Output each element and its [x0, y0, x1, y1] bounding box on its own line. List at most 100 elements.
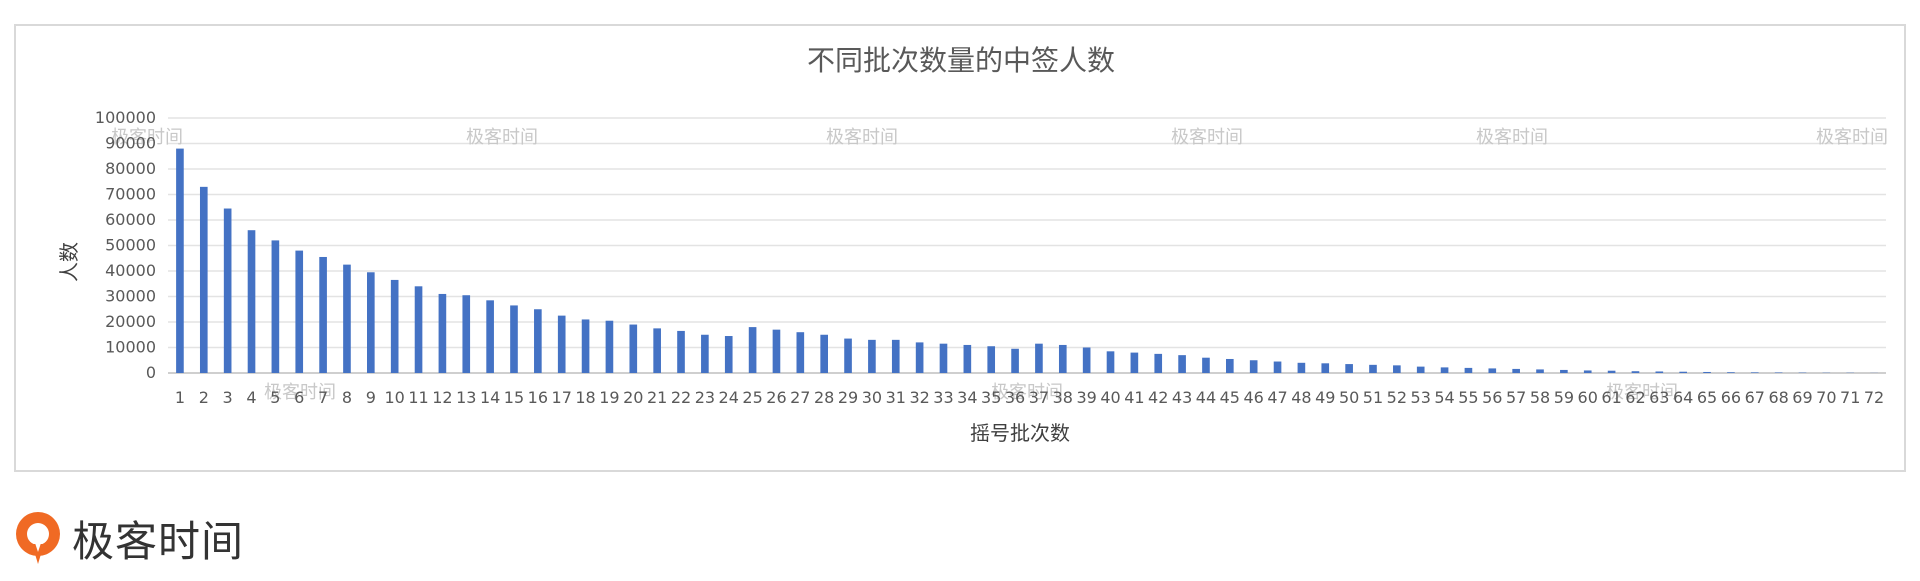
bar — [701, 334, 709, 373]
x-tick-label: 3 — [223, 388, 233, 407]
x-tick-label: 17 — [552, 388, 572, 407]
x-tick-label: 2 — [199, 388, 209, 407]
x-tick-label: 62 — [1625, 388, 1645, 407]
bar — [987, 346, 996, 373]
bar — [915, 342, 924, 373]
bar — [1058, 344, 1067, 373]
x-tick-label: 70 — [1816, 388, 1836, 407]
x-tick-label: 7 — [318, 388, 328, 407]
x-tick-label: 13 — [456, 388, 476, 407]
watermark-text: 极客时间 — [264, 382, 336, 403]
x-tick-label: 60 — [1578, 388, 1598, 407]
bar — [868, 339, 876, 373]
y-tick-label: 50000 — [105, 236, 156, 255]
x-tick-label: 71 — [1840, 388, 1860, 407]
bar — [1345, 364, 1353, 373]
bar — [605, 320, 614, 373]
y-axis-title: 人数 — [57, 242, 81, 282]
bar — [1703, 371, 1711, 373]
bar — [199, 186, 208, 373]
bar — [271, 240, 280, 373]
bars — [176, 148, 1878, 373]
x-tick-label: 55 — [1458, 388, 1478, 407]
x-tick-label: 34 — [957, 388, 977, 407]
y-tick-label: 80000 — [105, 159, 156, 178]
x-tick-label: 39 — [1076, 388, 1096, 407]
y-tick-label: 90000 — [105, 134, 156, 153]
watermark-text: 极客时间 — [1606, 382, 1678, 403]
bar — [1512, 368, 1520, 373]
y-tick-label: 100000 — [95, 108, 156, 127]
x-tick-label: 33 — [933, 388, 953, 407]
x-tick-label: 31 — [886, 388, 906, 407]
bar — [1011, 348, 1019, 373]
bar — [1106, 351, 1115, 373]
bar — [1226, 358, 1234, 373]
x-tick-label: 40 — [1100, 388, 1120, 407]
watermark-text: 极客时间 — [1171, 127, 1243, 148]
x-tick-label: 8 — [342, 388, 352, 407]
y-tick-label: 40000 — [105, 261, 156, 280]
bar — [438, 293, 447, 373]
y-tick-label: 10000 — [105, 338, 156, 357]
x-axis-title: 摇号批次数 — [970, 421, 1070, 445]
x-tick-label: 24 — [719, 388, 739, 407]
bar — [820, 334, 828, 373]
x-tick-label: 35 — [981, 388, 1001, 407]
watermark-text: 极客时间 — [466, 127, 538, 148]
bar — [772, 329, 781, 373]
bar — [1273, 361, 1282, 373]
x-tick-label: 64 — [1673, 388, 1693, 407]
bar — [1727, 372, 1735, 373]
x-tick-label: 54 — [1434, 388, 1454, 407]
x-tick-label: 28 — [814, 388, 834, 407]
x-tick-label: 15 — [504, 388, 524, 407]
bar — [176, 148, 184, 373]
bar — [796, 332, 805, 373]
bar — [891, 339, 900, 373]
x-tick-label: 37 — [1029, 388, 1049, 407]
bar — [1393, 365, 1401, 373]
x-tick-label: 25 — [742, 388, 762, 407]
x-tick-label: 36 — [1005, 388, 1025, 407]
x-tick-label: 43 — [1172, 388, 1192, 407]
x-tick-label: 11 — [408, 388, 428, 407]
bar — [1750, 372, 1759, 373]
bar — [367, 272, 375, 373]
bar — [1130, 352, 1139, 373]
x-tick-label: 42 — [1148, 388, 1168, 407]
x-tick-label: 26 — [766, 388, 786, 407]
brand-logo: 极客时间 — [14, 508, 244, 568]
x-tick-label: 63 — [1649, 388, 1669, 407]
x-tick-label: 21 — [647, 388, 667, 407]
bar — [724, 336, 733, 373]
x-tick-label: 41 — [1124, 388, 1144, 407]
chart-title: 不同批次数量的中签人数 — [807, 44, 1115, 77]
x-tick-label: 5 — [270, 388, 280, 407]
y-tick-labels: 0 10000 20000 30000 40000 50000 60000 70000 8000… — [95, 108, 156, 382]
x-tick-label: 57 — [1506, 388, 1526, 407]
x-tick-label: 32 — [909, 388, 929, 407]
bar — [1369, 364, 1377, 373]
bar — [1488, 368, 1497, 373]
brand-logo-icon — [16, 512, 60, 564]
bar — [534, 309, 542, 373]
bar — [653, 328, 661, 373]
bar — [486, 300, 494, 373]
x-tick-label: 48 — [1291, 388, 1311, 407]
x-tick-label: 4 — [246, 388, 256, 407]
bar — [1416, 366, 1425, 373]
x-tick-label: 59 — [1554, 388, 1574, 407]
bar — [223, 208, 232, 373]
x-tick-label: 20 — [623, 388, 643, 407]
x-tick-label: 16 — [528, 388, 548, 407]
bar — [1560, 369, 1568, 373]
chart-frame: 不同批次数量的中签人数 极客时间 极客时间 极客时间 极客时间 极客时间 极客时间 极客时间… — [14, 24, 1906, 472]
x-tick-label: 38 — [1053, 388, 1073, 407]
brand-logo-text: 极客时间 — [72, 516, 245, 566]
x-tick-label: 47 — [1267, 388, 1287, 407]
x-tick-label: 66 — [1721, 388, 1741, 407]
bar — [677, 330, 685, 373]
x-tick-label: 9 — [366, 388, 376, 407]
